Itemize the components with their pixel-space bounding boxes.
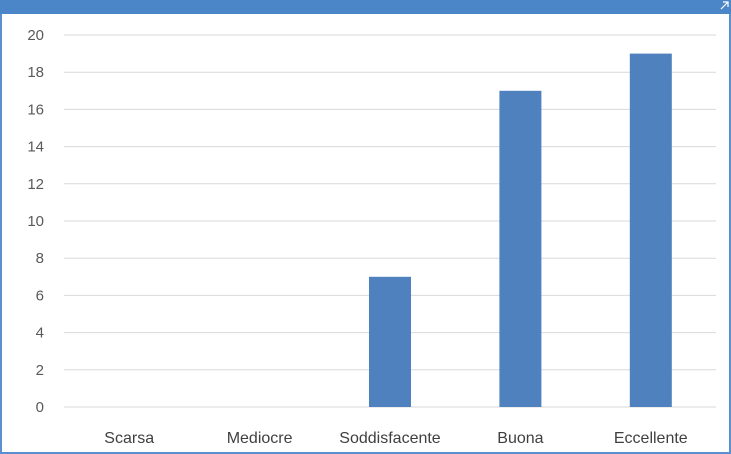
y-tick-label: 2 — [36, 362, 44, 379]
y-axis-tick-labels: 0 2 4 6 8 10 12 14 16 18 20 — [27, 27, 44, 416]
bar-soddisfacente — [369, 276, 411, 407]
bars — [369, 53, 672, 408]
y-tick-label: 18 — [27, 64, 44, 81]
x-category-label: Soddisfacente — [339, 430, 441, 447]
x-category-label: Eccellente — [614, 430, 688, 447]
x-category-label: Mediocre — [227, 430, 293, 447]
y-tick-label: 8 — [36, 250, 44, 267]
bar-buona — [499, 90, 542, 408]
window-top-bar — [0, 0, 731, 14]
expand-arrow-icon — [720, 1, 729, 10]
bar-eccellente — [629, 53, 672, 407]
y-tick-label: 14 — [27, 139, 44, 156]
x-category-label: Scarsa — [104, 430, 154, 447]
y-tick-label: 0 — [36, 399, 44, 416]
y-tick-label: 20 — [27, 27, 44, 44]
y-tick-label: 12 — [27, 176, 44, 193]
y-tick-label: 16 — [27, 101, 44, 118]
x-category-label: Buona — [497, 430, 543, 447]
y-tick-label: 6 — [36, 287, 44, 304]
x-axis-category-labels: Scarsa Mediocre Soddisfacente Buona Eccellen… — [104, 430, 688, 447]
y-tick-label: 10 — [27, 213, 44, 230]
y-tick-label: 4 — [36, 325, 44, 342]
